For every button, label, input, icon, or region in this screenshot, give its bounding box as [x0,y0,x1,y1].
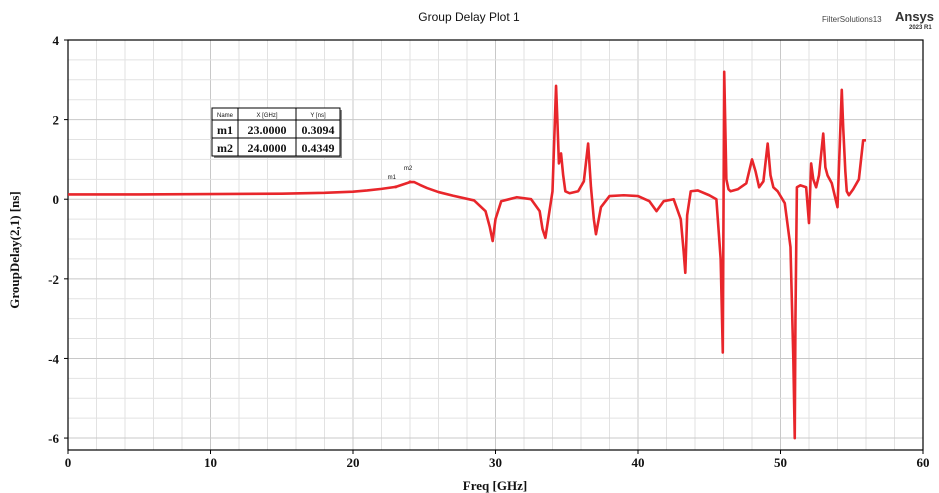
grid [67,39,924,450]
x-tick-label: 0 [65,455,72,470]
x-tick-label: 20 [347,455,360,470]
brand-logo-text: Ansys [895,9,934,24]
marker-label: m1 [388,175,397,181]
y-axis-label: GroupDelay(2,1) [ns] [7,191,22,308]
table-cell: m1 [217,123,233,137]
marker-point [394,185,398,189]
table-cell: m2 [217,141,233,155]
table-cell: 0.3094 [302,123,335,137]
marker-label: m2 [404,166,413,172]
y-tick-label: -2 [48,272,59,287]
x-tick-label: 40 [632,455,645,470]
table-header-cell: Y [ns] [310,113,326,119]
marker-point [408,180,412,184]
chart-title: Group Delay Plot 1 [418,10,520,24]
x-tick-label: 30 [489,455,502,470]
table-body [211,107,341,157]
y-tick-label: 4 [53,33,60,48]
y-tick-label: -6 [48,431,59,446]
table-header-cell: Name [217,113,234,119]
series [68,70,866,440]
table-cell: 0.4349 [302,141,335,155]
brand-version: 2023 R1 [909,25,932,31]
x-axis-label: Freq [GHz] [463,478,527,493]
marker-table: Name X [GHz] Y [ns] m1 23.0000 0.3094 m2 24.000… [211,107,342,158]
x-tick-label: 60 [917,455,930,470]
y-tick-label: -4 [48,351,59,366]
table-cell: 24.0000 [248,141,287,155]
y-tick-label: 2 [53,113,60,128]
y-tick-label: 0 [53,192,60,207]
markers: m1 m2 [388,166,413,189]
x-tick-label: 50 [774,455,787,470]
x-tick-label: 10 [204,455,217,470]
series-line [68,70,866,440]
table-cell: 23.0000 [248,123,287,137]
brand-product-label: FilterSolutions13 [822,15,882,24]
table-header-cell: X [GHz] [256,113,277,119]
brand: FilterSolutions13 Ansys 2023 R1 [822,9,934,31]
